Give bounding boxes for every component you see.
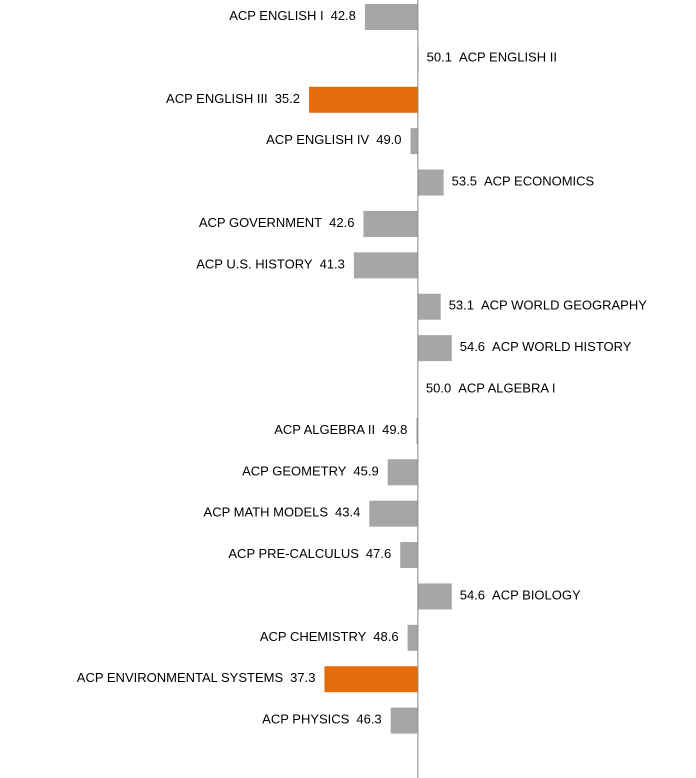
bar-label: 53.5 ACP ECONOMICS [452, 174, 595, 189]
bar-label: ACP ENGLISH III 35.2 [166, 91, 300, 106]
bar [417, 293, 441, 320]
bar-label: 50.1 ACP ENGLISH II [427, 50, 557, 65]
value-label: 41.3 [320, 257, 345, 272]
bar-label: ACP PRE-CALCULUS 47.6 [228, 546, 391, 561]
category-label: ACP ALGEBRA II [274, 422, 375, 437]
category-label: ACP CHEMISTRY [260, 629, 367, 644]
bar [369, 500, 418, 527]
bar [309, 86, 418, 113]
category-label: ACP ALGEBRA I [458, 381, 555, 396]
bar [400, 542, 418, 569]
category-label: ACP ENGLISH II [459, 50, 557, 65]
value-label: 49.0 [376, 133, 401, 148]
category-label: ACP GOVERNMENT [199, 215, 322, 230]
value-label: 53.5 [452, 174, 477, 189]
category-label: ACP ENGLISH I [229, 8, 323, 23]
category-label: ACP ENVIRONMENTAL SYSTEMS [77, 671, 284, 686]
value-label: 47.6 [366, 546, 391, 561]
bar-label: ACP ENGLISH IV 49.0 [266, 133, 401, 148]
bar [387, 459, 418, 486]
value-label: 49.8 [382, 422, 407, 437]
value-label: 37.3 [290, 671, 315, 686]
bar-label: ACP MATH MODELS 43.4 [204, 505, 361, 520]
value-label: 48.6 [373, 629, 398, 644]
category-label: ACP U.S. HISTORY [196, 257, 313, 272]
category-label: ACP BIOLOGY [492, 588, 581, 603]
bar [353, 252, 418, 279]
bar-label: 53.1 ACP WORLD GEOGRAPHY [449, 298, 648, 313]
value-label: 54.6 [460, 588, 485, 603]
bar-label: 54.6 ACP WORLD HISTORY [460, 340, 632, 355]
value-label: 45.9 [353, 464, 378, 479]
bar-label: 50.0 ACP ALGEBRA I [426, 381, 556, 396]
category-label: ACP ECONOMICS [484, 174, 595, 189]
category-label: ACP MATH MODELS [204, 505, 329, 520]
category-label: ACP ENGLISH IV [266, 133, 369, 148]
category-label: ACP PHYSICS [262, 712, 350, 727]
category-label: ACP ENGLISH III [166, 91, 268, 106]
bar [390, 707, 418, 734]
bar [410, 128, 418, 155]
value-label: 50.0 [426, 381, 451, 396]
bar [416, 417, 418, 444]
bar-label: ACP GEOMETRY 45.9 [242, 464, 379, 479]
value-label: 42.8 [331, 8, 356, 23]
value-label: 53.1 [449, 298, 474, 313]
bar [363, 210, 418, 237]
bar-label: ACP GOVERNMENT 42.6 [199, 215, 355, 230]
bar [417, 335, 452, 362]
value-label: 43.4 [335, 505, 360, 520]
bar-label: ACP ENVIRONMENTAL SYSTEMS 37.3 [77, 671, 316, 686]
bar-label: 54.6 ACP BIOLOGY [460, 588, 581, 603]
category-label: ACP WORLD GEOGRAPHY [481, 298, 647, 313]
category-label: ACP WORLD HISTORY [492, 340, 632, 355]
bar-label: ACP CHEMISTRY 48.6 [260, 629, 399, 644]
category-label: ACP GEOMETRY [242, 464, 347, 479]
bar-label: ACP U.S. HISTORY 41.3 [196, 257, 345, 272]
bar [417, 169, 444, 196]
value-label: 50.1 [427, 50, 452, 65]
bar [407, 624, 418, 651]
value-label: 54.6 [460, 340, 485, 355]
bar-label: ACP ENGLISH I 42.8 [229, 8, 356, 23]
value-label: 46.3 [356, 712, 381, 727]
value-label: 35.2 [275, 91, 300, 106]
bar [364, 4, 418, 30]
bar-label: ACP PHYSICS 46.3 [262, 712, 382, 727]
value-label: 42.6 [329, 215, 354, 230]
bar [417, 583, 452, 610]
bar [324, 666, 418, 693]
bar-label: ACP ALGEBRA II 49.8 [274, 422, 407, 437]
category-label: ACP PRE-CALCULUS [228, 546, 359, 561]
